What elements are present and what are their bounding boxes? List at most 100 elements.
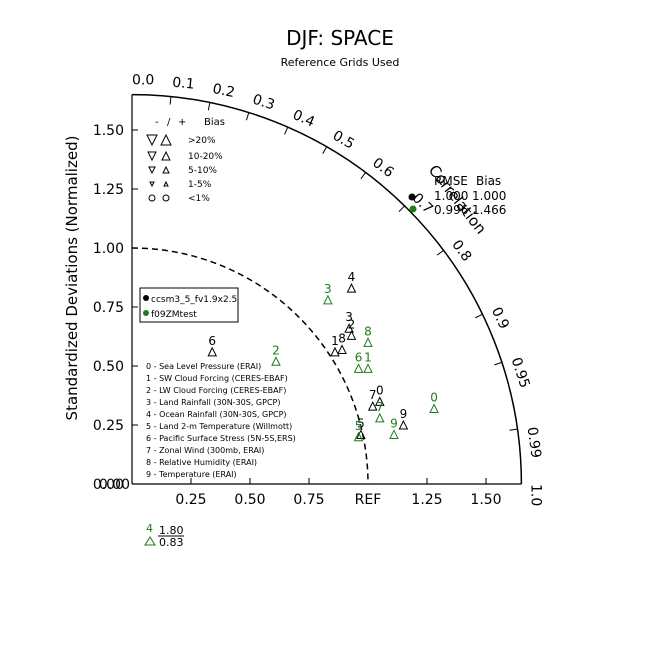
variable-2: 2 - LW Cloud Forcing (CERES-EBAF) xyxy=(146,386,286,395)
point-marker-1-7 xyxy=(374,412,385,423)
x-tick-label-1: 0.50 xyxy=(234,492,265,508)
series-legend-marker-0 xyxy=(143,295,149,301)
y-tick-label-0: 0.00 xyxy=(93,477,124,493)
y-axis-label: Standardized Deviations (Normalized) xyxy=(63,136,81,421)
bias-legend-header: Bias xyxy=(204,117,225,128)
x-tick-label-0: 0.25 xyxy=(175,492,206,508)
chart-title: DJF: SPACE xyxy=(286,26,394,50)
y-tick-label-6: 1.50 xyxy=(93,123,124,139)
point-label-1-0: 0 xyxy=(430,390,438,404)
point-marker-1-8 xyxy=(363,337,373,347)
point-label-0-1: 1 xyxy=(331,334,339,348)
corr-tick-label-0: 0.0 xyxy=(132,73,154,89)
corr-tick-mark-2 xyxy=(207,102,211,111)
rmse-bias-table: RMSE Bias 1.000 1.000 0.996 1.466 xyxy=(434,174,506,217)
point-marker-1-9 xyxy=(389,429,399,439)
corr-tick-mark-6 xyxy=(360,172,367,180)
x-tick-label-2: 0.75 xyxy=(293,492,324,508)
corr-tick-label-9: 0.9 xyxy=(488,305,512,332)
bias-legend-down-triangle-3 xyxy=(149,181,155,188)
corr-tick-label-12: 1.0 xyxy=(527,484,543,506)
bias-legend-slash: / xyxy=(167,117,171,128)
chart-subtitle: Reference Grids Used xyxy=(281,56,400,69)
point-label-0-0: 0 xyxy=(376,383,384,397)
point-marker-0-7 xyxy=(367,401,378,411)
variable-5: 5 - Land 2-m Temperature (Willmott) xyxy=(146,422,292,431)
point-marker-0-9 xyxy=(398,419,409,430)
bias-legend-row-3: 1-5% xyxy=(188,180,212,190)
y-tick-label-2: 0.50 xyxy=(93,359,124,375)
bias-legend-rows: >20% 10-20% 5-10% 1-5% <1% xyxy=(146,133,223,204)
y-tick-label-3: 0.75 xyxy=(93,300,124,316)
point-label-0-8: 8 xyxy=(338,331,346,345)
point-label-0-2: 2 xyxy=(348,317,356,331)
point-label-1-2: 2 xyxy=(272,343,280,357)
corr-tick-mark-10 xyxy=(494,361,503,366)
point-label-1-8: 8 xyxy=(364,324,372,338)
bias-legend-row-0: >20% xyxy=(188,136,216,146)
outer-arc xyxy=(131,93,523,485)
series-legend: ccsm3_5_fv1.9x2.5 f09ZMtest xyxy=(139,287,239,323)
point-marker-0-2 xyxy=(346,330,357,340)
corr-tick-mark-9 xyxy=(475,313,483,319)
point-marker-1-0 xyxy=(429,403,439,413)
bias-row-0: 1.000 xyxy=(472,189,506,203)
bias-legend-row-1: 10-20% xyxy=(188,152,223,162)
corr-tick-label-10: 0.95 xyxy=(508,356,533,391)
corr-tick-mark-11 xyxy=(509,428,518,431)
bias-legend-circle-plus xyxy=(162,194,170,202)
point-label-0-9: 9 xyxy=(400,407,408,421)
reference-arc xyxy=(131,247,369,485)
y-tick-label-4: 1.00 xyxy=(93,241,124,257)
point-marker-0-6 xyxy=(207,346,218,357)
rmse-row-0: 1.000 xyxy=(434,189,468,203)
bias-legend-down-triangle-2 xyxy=(148,166,156,175)
point-marker-1-6 xyxy=(353,363,364,373)
corr-tick-mark-5 xyxy=(322,146,328,154)
corr-tick-mark-1 xyxy=(169,96,172,105)
point-marker-0-8 xyxy=(337,344,347,354)
corr-tick-mark-3 xyxy=(245,112,250,121)
bias-header: Bias xyxy=(476,174,501,188)
point-marker-1-2 xyxy=(271,356,281,366)
point-marker-0-0 xyxy=(374,396,385,406)
bias-legend-up-triangle-1 xyxy=(161,150,171,161)
bias-legend-up-triangle-2 xyxy=(162,165,170,174)
axes-layer: 0.000.250.500.751.001.251.500.25 0.50 0.75… xyxy=(93,93,523,508)
point-marker-1-3 xyxy=(323,294,333,305)
point-label-0-5: 5 xyxy=(357,416,365,430)
point-label-0-6: 6 xyxy=(208,334,216,348)
corr-tick-label-3: 0.3 xyxy=(251,92,277,114)
rmse-row-1: 0.996 xyxy=(434,203,468,217)
variable-4: 4 - Ocean Rainfall (30N-30S, GPCP) xyxy=(146,410,287,419)
corr-tick-mark-4 xyxy=(284,126,289,135)
off-scale-marker xyxy=(144,536,156,546)
corr-tick-label-4: 0.4 xyxy=(290,107,317,131)
variable-0: 0 - Sea Level Pressure (ERAI) xyxy=(146,362,261,371)
bias-legend-down-triangle-1 xyxy=(147,151,157,162)
variable-3: 3 - Land Rainfall (30N-30S, GPCP) xyxy=(146,398,280,407)
summary-point-0 xyxy=(408,193,416,201)
y-tick-label-1: 0.25 xyxy=(93,418,124,434)
series-legend-label-0: ccsm3_5_fv1.9x2.5 xyxy=(151,295,237,305)
corr-tick-mark-7 xyxy=(398,205,405,212)
point-label-1-6: 6 xyxy=(355,350,363,364)
point-label-1-1: 1 xyxy=(364,350,372,364)
off-scale-id: 4 xyxy=(146,522,153,535)
bias-legend-row-2: 5-10% xyxy=(188,166,217,176)
bias-legend-up-triangle-0 xyxy=(160,133,172,146)
off-scale-bias: 0.83 xyxy=(159,536,184,549)
point-marker-1-1 xyxy=(363,363,373,373)
summary-point-1 xyxy=(409,205,417,213)
series-legend-box xyxy=(139,287,239,323)
bias-row-1: 1.466 xyxy=(472,203,506,217)
corr-tick-label-11: 0.99 xyxy=(523,426,543,459)
point-marker-1-5 xyxy=(353,431,364,442)
bias-legend: - / + Bias >20% 10-20% 5-10% 1-5% <1% xyxy=(146,117,225,204)
bias-legend-plus: + xyxy=(178,117,186,128)
point-label-0-3: 3 xyxy=(345,310,353,324)
variable-9: 9 - Temperature (ERAI) xyxy=(146,470,237,479)
point-marker-0-4 xyxy=(346,283,357,293)
ref-label: REF xyxy=(355,492,382,508)
